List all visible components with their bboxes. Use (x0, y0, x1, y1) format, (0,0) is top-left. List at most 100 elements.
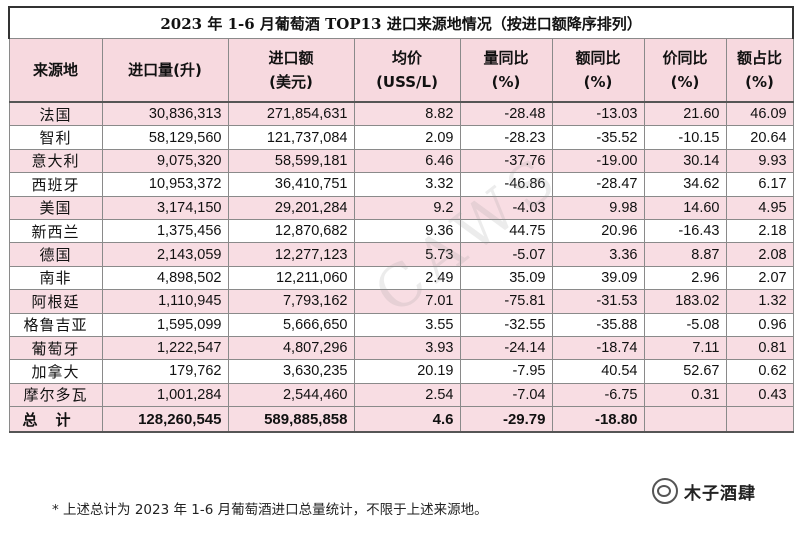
column-header-label: 来源地 (32, 61, 78, 79)
value-cell: 6.46 (353, 148, 461, 174)
value-cell: 20.96 (551, 218, 645, 244)
account-logo: 木子酒肆 (646, 468, 796, 514)
value-cell: 6.17 (725, 172, 794, 197)
value-cell: -32.55 (459, 312, 553, 337)
header-row: 来源地 进口量(升) 进口额 (美元) 均价 (USS/L) 量同比 (%) 额同比 (%) 价同比… (8, 38, 794, 103)
value-cell: -18.74 (551, 335, 645, 361)
total-label: 总计 (8, 406, 103, 434)
value-cell: 3,174,150 (101, 195, 229, 220)
import-table: 2023 年 1-6 月葡萄酒 TOP13 进口来源地情况（按进口额降序排列） … (7, 6, 795, 434)
value-cell: -5.07 (459, 242, 553, 267)
value-cell: 21.60 (643, 101, 727, 127)
table-row: 摩尔多瓦 1,001,284 2,544,460 2.54 -7.04 -6.75 0.31… (8, 382, 794, 408)
value-cell: 0.62 (725, 359, 794, 384)
table-row: 加拿大 179,762 3,630,235 20.19 -7.95 40.54 52.67 0… (8, 359, 794, 384)
column-header: 额占比 (%) (725, 38, 794, 103)
column-header-label: (美元) (269, 73, 313, 91)
table-row: 智利 58,129,560 121,737,084 2.09 -28.23 -35.52-… (8, 125, 794, 150)
origin-cell: 摩尔多瓦 (8, 382, 103, 408)
footnote: * 上述总计为 2023 年 1-6 月葡萄酒进口总量统计，不限于上述来源地。 (52, 502, 488, 518)
value-cell: 2,544,460 (227, 382, 355, 408)
value-cell: -4.03 (459, 195, 553, 220)
column-header: 价同比 (%) (643, 38, 727, 103)
value-cell: 183.02 (643, 289, 727, 314)
table-row: 法国 30,836,313 271,854,631 8.82 -28.48 -13.03 2… (8, 101, 794, 127)
value-cell: 271,854,631 (227, 101, 355, 127)
column-header: 进口额 (美元) (227, 38, 355, 103)
column-header-label: (%) (491, 73, 521, 91)
value-cell: 52.67 (643, 359, 727, 384)
value-cell: -46.86 (459, 172, 553, 197)
value-cell: -28.23 (459, 125, 553, 150)
column-header-label: 进口量(升) (128, 61, 202, 79)
value-cell: 1,001,284 (101, 382, 229, 408)
value-cell: 0.81 (725, 335, 794, 361)
origin-cell: 加拿大 (8, 359, 103, 384)
value-cell: -16.43 (643, 218, 727, 244)
total-value: 128,260,545 (101, 406, 229, 434)
value-cell: 9.98 (551, 195, 645, 220)
column-header-label: (%) (583, 73, 613, 91)
value-cell: 34.62 (643, 172, 727, 197)
value-cell: -6.75 (551, 382, 645, 408)
value-cell: 36,410,751 (227, 172, 355, 197)
value-cell: 7.11 (643, 335, 727, 361)
table-row: 阿根廷 1,110,945 7,793,162 7.01 -75.81 -31.53 183… (8, 289, 794, 314)
value-cell: 58,599,181 (227, 148, 355, 174)
origin-cell: 意大利 (8, 148, 103, 174)
column-header: 量同比 (%) (459, 38, 553, 103)
value-cell: 1.32 (725, 289, 794, 314)
value-cell: 1,222,547 (101, 335, 229, 361)
value-cell: 8.82 (353, 101, 461, 127)
origin-cell: 阿根廷 (8, 289, 103, 314)
column-header: 进口量(升) (101, 38, 229, 103)
value-cell: 8.87 (643, 242, 727, 267)
origin-cell: 德国 (8, 242, 103, 267)
value-cell: 9.2 (353, 195, 461, 220)
total-value: -18.80 (551, 406, 645, 434)
table-row: 美国 3,174,150 29,201,284 9.2 -4.03 9.98 14.60 4.… (8, 195, 794, 220)
value-cell: 9,075,320 (101, 148, 229, 174)
column-header-label: 均价 (391, 49, 422, 67)
value-cell: -7.95 (459, 359, 553, 384)
value-cell: 5.73 (353, 242, 461, 267)
value-cell: 121,737,084 (227, 125, 355, 150)
total-value: 4.6 (353, 406, 461, 434)
value-cell: 5,666,650 (227, 312, 355, 337)
value-cell: 3.55 (353, 312, 461, 337)
origin-cell: 法国 (8, 101, 103, 127)
value-cell: 2.09 (353, 125, 461, 150)
value-cell: -19.00 (551, 148, 645, 174)
value-cell: -35.88 (551, 312, 645, 337)
table-title: 2023 年 1-6 月葡萄酒 TOP13 进口来源地情况（按进口额降序排列） (7, 6, 795, 39)
value-cell: -13.03 (551, 101, 645, 127)
value-cell: 1,595,099 (101, 312, 229, 337)
value-cell: 2.18 (725, 218, 794, 244)
origin-cell: 智利 (8, 125, 103, 150)
value-cell: 12,211,060 (227, 265, 355, 291)
value-cell: -35.52 (551, 125, 645, 150)
value-cell: 179,762 (101, 359, 229, 384)
value-cell: -5.08 (643, 312, 727, 337)
value-cell: 3,630,235 (227, 359, 355, 384)
total-value: -29.79 (459, 406, 553, 434)
value-cell: 0.31 (643, 382, 727, 408)
table-row: 格鲁吉亚 1,595,099 5,666,650 3.55 -32.55 -35.88 -5… (8, 312, 794, 337)
value-cell: 7.01 (353, 289, 461, 314)
column-header: 来源地 (8, 38, 103, 103)
value-cell: 20.64 (725, 125, 794, 150)
value-cell: 2,143,059 (101, 242, 229, 267)
value-cell: 46.09 (725, 101, 794, 127)
column-header-label: 额占比 (737, 49, 783, 67)
table-body: 法国 30,836,313 271,854,631 8.82 -28.48 -13.03 2… (8, 101, 794, 434)
table-row: 西班牙 10,953,372 36,410,751 3.32 -46.86 -28.47 3… (8, 172, 794, 197)
value-cell: -7.04 (459, 382, 553, 408)
value-cell: 30,836,313 (101, 101, 229, 127)
value-cell: 9.36 (353, 218, 461, 244)
value-cell: 4,898,502 (101, 265, 229, 291)
table-row: 德国 2,143,059 12,277,123 5.73 -5.07 3.36 8.87 2.… (8, 242, 794, 267)
value-cell: 58,129,560 (101, 125, 229, 150)
value-cell: 7,793,162 (227, 289, 355, 314)
total-row: 总计 128,260,545 589,885,858 4.6 -29.79 -18.80 (8, 406, 794, 434)
value-cell: 30.14 (643, 148, 727, 174)
